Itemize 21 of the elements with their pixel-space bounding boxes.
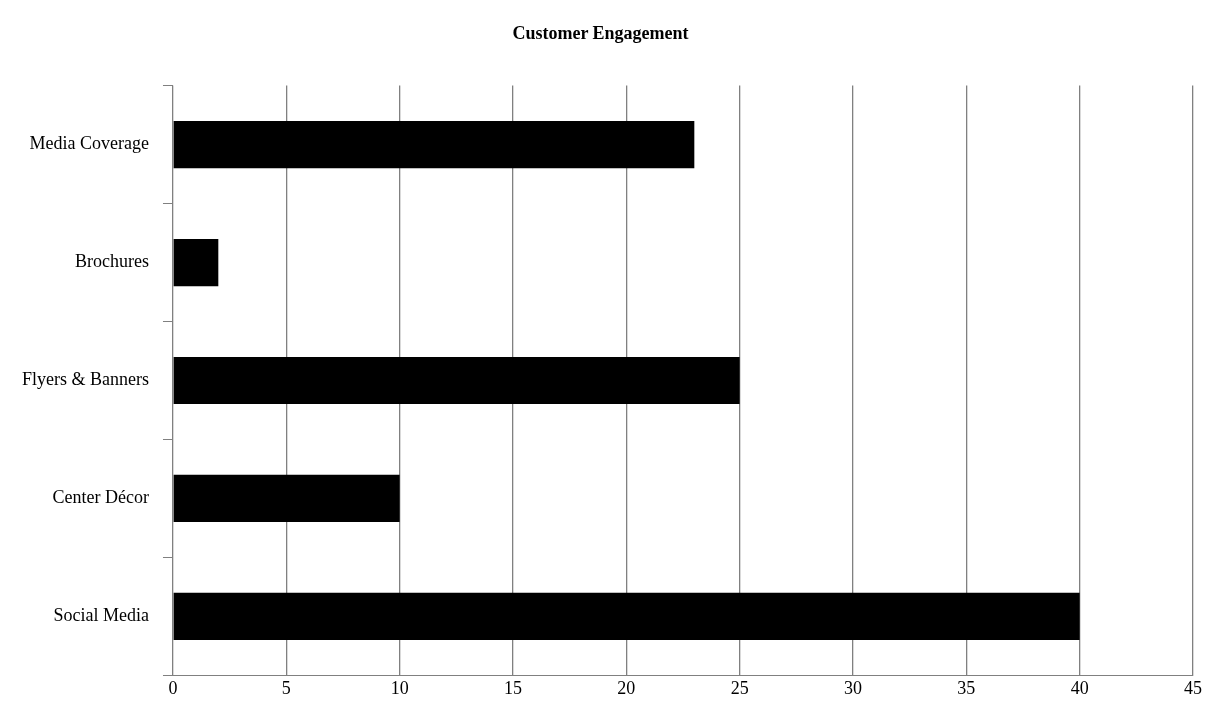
- x-tick-label: 5: [281, 677, 291, 698]
- x-tick-label: 0: [168, 677, 178, 698]
- bar: [173, 120, 695, 169]
- y-tick-label: Brochures: [75, 251, 149, 272]
- y-tick-label: Flyers & Banners: [22, 369, 149, 390]
- y-tick-label: Social Media: [53, 605, 149, 626]
- x-tick-label: 10: [390, 677, 409, 698]
- chart-title: Customer Engagement: [512, 23, 689, 44]
- x-tick-label: 25: [730, 677, 749, 698]
- x-tick-label: 40: [1070, 677, 1089, 698]
- bar: [173, 238, 219, 287]
- x-tick-label: 20: [617, 677, 636, 698]
- x-tick-label: 45: [1184, 677, 1202, 698]
- bar: [173, 356, 740, 405]
- y-tick-label: Media Coverage: [29, 133, 149, 154]
- x-tick-label: 30: [843, 677, 862, 698]
- x-tick-label: 35: [957, 677, 976, 698]
- x-tick-label: 15: [503, 677, 522, 698]
- bar: [173, 592, 1080, 641]
- y-tick-label: Center Décor: [52, 487, 149, 508]
- bar: [173, 474, 400, 523]
